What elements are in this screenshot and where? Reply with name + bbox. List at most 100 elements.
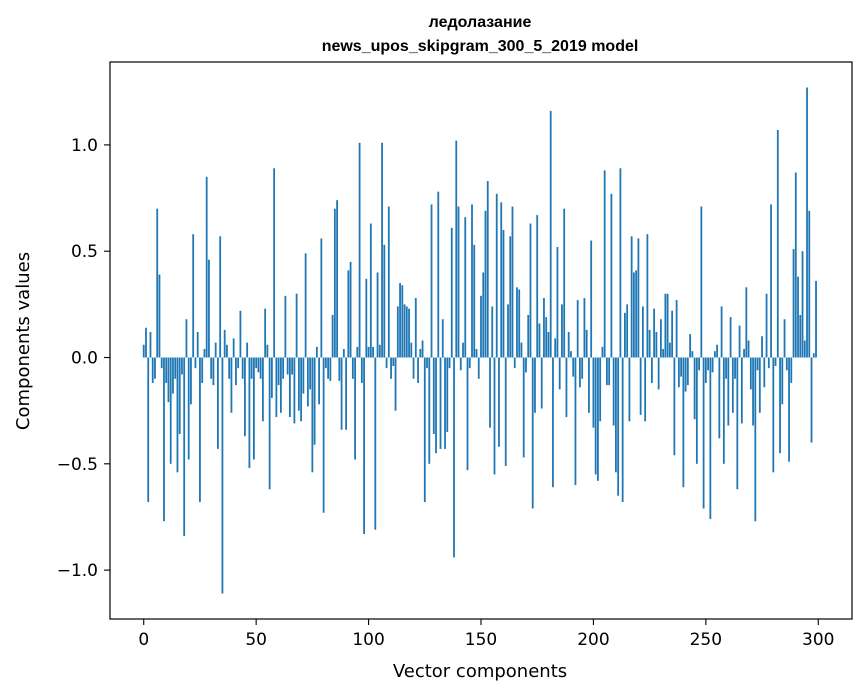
bar [376, 272, 379, 358]
bar [473, 244, 476, 358]
bar [450, 227, 453, 358]
bar [736, 357, 739, 490]
bar [329, 357, 332, 381]
bar [165, 357, 168, 384]
bar [576, 300, 579, 358]
bar [235, 357, 237, 386]
bar [812, 353, 815, 358]
bar [190, 357, 192, 405]
bar [529, 223, 532, 358]
bar [522, 357, 525, 458]
bar [387, 206, 390, 358]
bar [237, 357, 240, 369]
bar [628, 357, 631, 422]
bar [169, 357, 172, 464]
bar [691, 351, 694, 358]
bar [684, 357, 687, 392]
bar [268, 357, 271, 490]
bar [806, 87, 808, 358]
bar [385, 357, 388, 369]
bar [340, 357, 343, 430]
bar [749, 357, 752, 390]
bar [297, 357, 300, 411]
bar [466, 357, 469, 471]
bar [632, 272, 635, 358]
x-tick-label: 0 [138, 630, 149, 650]
bar [590, 240, 593, 358]
bar [747, 340, 750, 358]
x-tick-label: 300 [802, 630, 834, 650]
bar [223, 329, 226, 358]
bar [457, 206, 460, 358]
bar [722, 357, 725, 464]
bar [221, 357, 224, 594]
bar [462, 342, 464, 358]
bar [561, 304, 563, 358]
x-axis-label: Vector components [393, 661, 567, 682]
bar [217, 357, 219, 449]
bar [291, 357, 294, 375]
bar [682, 357, 685, 488]
bar [412, 357, 415, 379]
bar [246, 342, 249, 358]
bar [430, 204, 433, 358]
bar [507, 304, 509, 358]
bar [498, 357, 500, 447]
bar [257, 357, 260, 373]
bar [734, 357, 736, 379]
bar [729, 317, 732, 358]
bar [448, 357, 451, 369]
bar [244, 357, 246, 437]
chart-title-line1: ледолазание [429, 14, 532, 31]
bar [253, 357, 255, 460]
y-tick-label: 0.0 [71, 349, 98, 369]
bar [662, 349, 665, 358]
bar [621, 357, 624, 503]
bar [763, 357, 766, 388]
bar [293, 357, 296, 424]
bar [785, 357, 788, 371]
bar [637, 238, 640, 358]
y-tick-label: −1.0 [57, 561, 98, 581]
bar [358, 142, 361, 358]
bar [709, 357, 712, 520]
bar [160, 357, 163, 369]
bar [646, 234, 649, 358]
bar [284, 295, 287, 358]
bar [695, 357, 698, 464]
bar [408, 308, 410, 358]
bar [525, 357, 527, 373]
bar [439, 357, 442, 449]
bar [239, 310, 242, 358]
bar [390, 357, 392, 379]
bar [738, 325, 741, 358]
bar [309, 357, 312, 390]
bar [615, 357, 617, 473]
y-tick-label: 0.5 [71, 242, 98, 262]
bar [655, 331, 658, 358]
bar [381, 142, 383, 358]
bar [300, 357, 303, 422]
bar [320, 238, 323, 358]
bar [176, 357, 179, 473]
x-tick-label: 50 [245, 630, 267, 650]
y-axis-label: Components values [13, 252, 34, 430]
bar [230, 357, 233, 413]
bar [286, 357, 289, 375]
bar [441, 319, 444, 358]
bar [556, 246, 559, 358]
bar [540, 357, 543, 409]
bar [727, 357, 730, 426]
bar [666, 293, 669, 358]
bar [603, 170, 606, 358]
bar [248, 357, 251, 469]
bar [471, 204, 473, 358]
bar [156, 208, 159, 358]
bar [626, 304, 629, 358]
bar [311, 357, 314, 473]
bar [731, 357, 734, 413]
bar [208, 259, 210, 358]
bar [255, 357, 258, 369]
bar [740, 357, 743, 424]
bar [374, 357, 377, 530]
